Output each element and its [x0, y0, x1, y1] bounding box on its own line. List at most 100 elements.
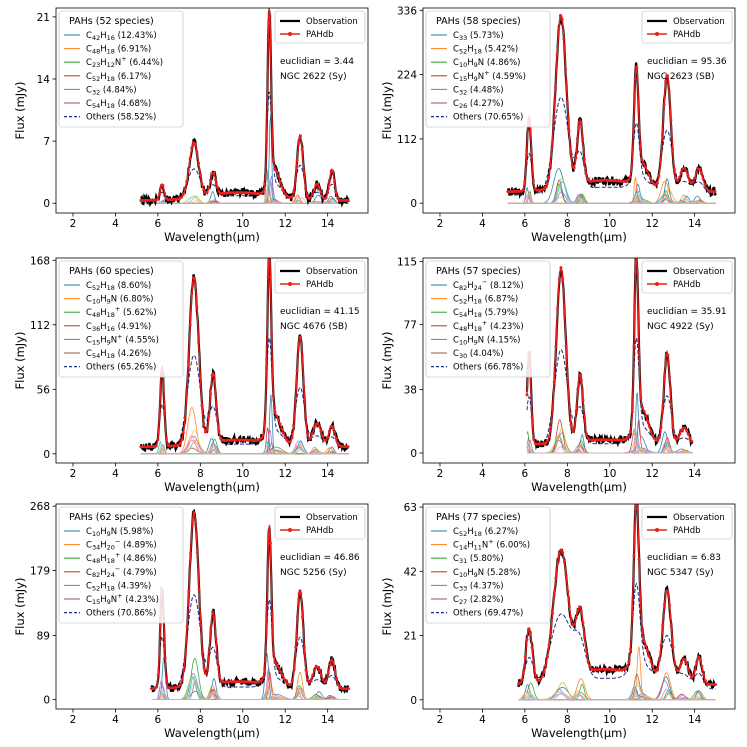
pahdb-point [565, 100, 569, 104]
legend-label-part: (4.48%) [467, 85, 503, 95]
pahdb-point [276, 418, 280, 421]
legend-title: PAHs (57 species) [436, 266, 521, 277]
component-legend: PAHs (60 species)C52H18 (8.60%)C10H9N (6… [58, 260, 184, 378]
pahdb-point [569, 423, 573, 427]
legend-label-part: (4.55%) [123, 335, 159, 345]
x-tick-label: 4 [479, 714, 486, 726]
pahdb-point [194, 522, 198, 525]
pahdb-point [649, 177, 652, 181]
pahdb-point [637, 350, 641, 354]
pahdb-point [547, 176, 551, 179]
pahdb-point [313, 668, 316, 672]
pahdb-point [683, 426, 687, 430]
pahdb-point [216, 660, 220, 664]
pahdb-point [328, 663, 332, 667]
pahdb-point [660, 133, 664, 137]
x-tick-label: 10 [603, 714, 616, 726]
pahdb-point [650, 180, 654, 184]
legend-label-part: 18 [474, 298, 482, 306]
legend-label-part: H [100, 31, 106, 41]
legend-label-part: (5.98%) [117, 527, 153, 537]
pahdb-point [557, 27, 561, 30]
legend-label-part: N [111, 595, 117, 605]
legend-label-part: C [86, 541, 92, 551]
legend-label-part: N [478, 72, 484, 82]
legend-label-part: C [453, 281, 459, 291]
legend-label-part: C [453, 58, 459, 68]
pahdb-point [334, 436, 338, 440]
legend-label-part: 15 [92, 338, 100, 346]
euclidian-annotation: euclidian = 6.83 [647, 553, 721, 563]
pahdb-point [183, 188, 187, 191]
pahdb-point [209, 392, 212, 396]
legend-label-part: 9 [474, 75, 478, 83]
legend-label-part: 54 [459, 311, 467, 319]
pahdb-point [265, 603, 269, 607]
legend-label-part: C [453, 595, 459, 605]
x-tick-label: 6 [522, 218, 529, 230]
x-tick-label: 12 [279, 714, 292, 726]
pahdb-point [299, 335, 302, 339]
pahdb-point [207, 650, 211, 653]
pahdb-point [280, 185, 284, 189]
x-axis-label: Wavelength(μm) [531, 480, 627, 494]
pahdb-point [659, 158, 663, 162]
pahdb-point [346, 445, 350, 449]
pahdb-point [331, 660, 335, 664]
pahdb-point [183, 416, 187, 420]
legend-label-part: − [115, 565, 120, 573]
pahdb-point [305, 431, 309, 435]
axes-frame [422, 257, 736, 464]
pahdb-point [651, 433, 655, 437]
x-tick-label: 6 [522, 468, 529, 480]
legend-label-part: H [467, 58, 473, 68]
legend-label-5: C33 (4.37%) [453, 581, 504, 592]
legend-label-part: 18 [107, 557, 115, 565]
x-tick-label: 10 [236, 714, 249, 726]
legend-label-part: C [86, 527, 92, 537]
legend-box [58, 260, 184, 378]
legend-label-part: (4.89%) [120, 541, 156, 551]
legend-label-part: 30 [459, 352, 467, 360]
legend-label-5: C10H9N (4.15%) [453, 335, 520, 346]
pahdb-point [579, 120, 583, 124]
pahdb-point [309, 196, 313, 200]
legend-label-part: (5.73%) [467, 31, 503, 41]
pahdb-point [163, 191, 167, 195]
pahdb-point [276, 174, 280, 178]
legend-label-part: 24 [474, 284, 482, 292]
legend-label-part: (6.91%) [115, 45, 151, 55]
pahdb-point [562, 560, 566, 564]
pahdb-point [651, 665, 655, 668]
x-tick-label: 14 [321, 218, 335, 230]
legend-label-part: Others (65.26%) [86, 363, 156, 373]
legend-label-part: (6.87%) [482, 295, 518, 305]
euclidian-annotation: euclidian = 95.36 [647, 57, 727, 67]
pahdb-point [545, 655, 549, 659]
x-tick-label: 4 [479, 468, 486, 480]
galaxy-annotation: NGC 4922 (Sy) [647, 322, 714, 332]
pahdb-point [676, 436, 680, 440]
pahdb-point [275, 663, 279, 667]
pahdb-point [283, 435, 287, 439]
pahdb-point [677, 176, 681, 180]
pahdb-points [525, 260, 694, 446]
y-tick-label: 224 [397, 70, 417, 82]
legend-label-part: 48 [92, 48, 100, 56]
x-axis-label: Wavelength(μm) [164, 480, 260, 494]
pahdb-point [260, 678, 264, 682]
pahdb-point [268, 541, 272, 545]
observation-legend-label: Observation [673, 513, 725, 523]
legend-label-part: (4.39%) [115, 581, 151, 591]
y-tick-label: 38 [404, 385, 417, 397]
legend-label-part: 82 [459, 284, 467, 292]
pahdb-point [559, 548, 563, 552]
x-tick-label: 6 [155, 218, 162, 230]
pahdb-point [163, 656, 167, 660]
y-tick-label: 168 [30, 255, 50, 267]
legend-label-part: + [488, 538, 493, 546]
x-axis-label: Wavelength(μm) [164, 230, 260, 244]
pahdb-point [284, 679, 288, 683]
legend-label-part: 10 [459, 61, 467, 69]
legend-label-part: 33 [459, 584, 467, 592]
